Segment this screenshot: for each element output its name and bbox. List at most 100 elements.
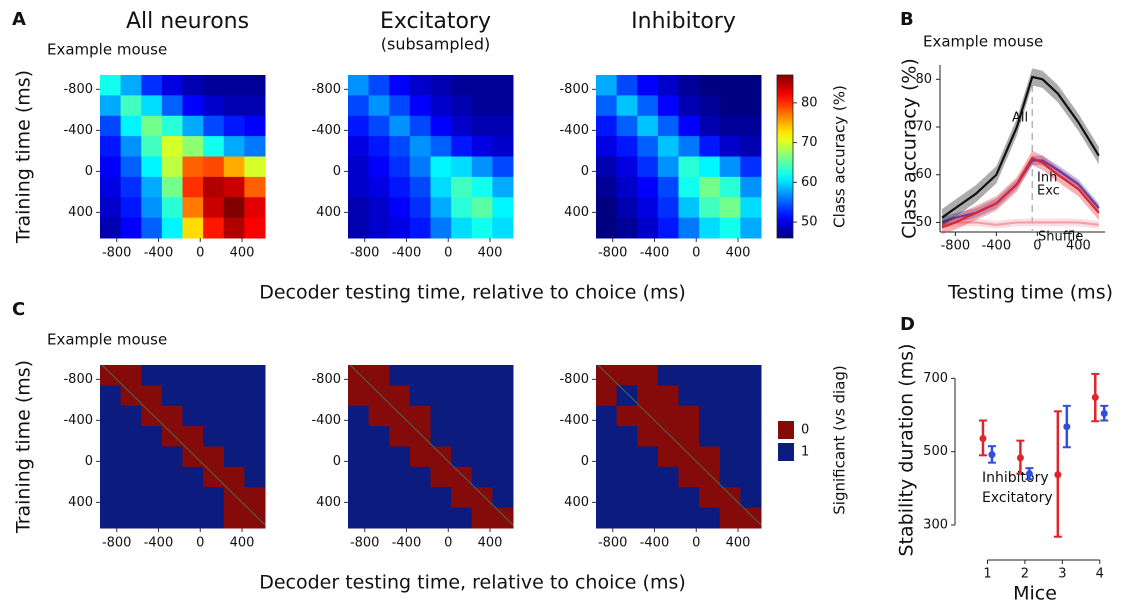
heatmap-cell (368, 176, 390, 198)
heatmap-cell (223, 176, 245, 198)
heatmap-cell (596, 487, 618, 509)
heatmap-cell (161, 75, 183, 96)
heatmap-cell (637, 466, 659, 488)
heatmap-cell (430, 176, 452, 198)
heatmap-cell (182, 365, 204, 386)
y-tick-label: 400 (564, 205, 589, 220)
heatmap-cell (141, 487, 163, 509)
y-tick-label: -400 (559, 413, 589, 428)
heatmap-cell (657, 156, 679, 178)
diagonal-line (349, 364, 514, 526)
heatmap-cell (616, 75, 638, 96)
heatmap-cell (161, 426, 183, 447)
heatmap-cell (348, 217, 370, 239)
heatmap-cell (740, 466, 762, 488)
heatmap-cell (596, 197, 618, 219)
series-label: Inh (1037, 171, 1057, 186)
heatmap-cell (492, 176, 514, 198)
heatmap-cell (409, 446, 431, 468)
heatmap-cell (616, 115, 638, 137)
heatmap-cell (678, 507, 700, 529)
heatmap-cell (244, 95, 266, 117)
heatmap-cell (409, 466, 431, 488)
heatmap-cell (451, 466, 473, 488)
heatmap-cell (719, 176, 741, 198)
heatmap-cell (100, 217, 122, 239)
panel-title: Excitatory (380, 9, 491, 34)
y-tick-label: -400 (311, 413, 341, 428)
heatmap-cell (368, 115, 390, 137)
heatmap-cell (120, 385, 142, 407)
point (1091, 393, 1099, 401)
heatmap-cell (348, 446, 370, 468)
heatmap-cell (596, 446, 618, 468)
y-tick-label: 400 (316, 495, 341, 510)
x-tick-label: 0 (444, 246, 452, 261)
heatmap-cell (203, 197, 225, 219)
y-tick-label: 0 (333, 454, 341, 469)
heatmap-cell (740, 197, 762, 219)
point (988, 451, 996, 459)
heatmap-cell (471, 156, 493, 178)
heatmap-cell (389, 176, 411, 198)
heatmap-cell (120, 75, 142, 96)
heatmap-cell (637, 487, 659, 509)
y-tick-label: -800 (63, 372, 93, 387)
heatmap-cell (141, 136, 163, 157)
heatmap-cell (492, 426, 514, 447)
heatmap-cell (678, 75, 700, 96)
heatmap-cell (244, 197, 266, 219)
heatmap-cell (657, 197, 679, 219)
panel-title: All neurons (126, 9, 249, 34)
heatmap-cell (616, 197, 638, 219)
heatmap-cell (409, 176, 431, 198)
y-tick-label: -400 (559, 123, 589, 138)
heatmap-cell (389, 426, 411, 447)
heatmap-cell (637, 365, 659, 386)
heatmap-cell (182, 405, 204, 427)
annotation: Example mouse (47, 41, 167, 59)
heatmap-cell (678, 115, 700, 137)
heatmap-cell (616, 446, 638, 468)
diagonal-line (101, 364, 266, 526)
heatmap-cell (161, 176, 183, 198)
heatmap-cell (368, 197, 390, 219)
heatmap-cell (596, 176, 618, 198)
y-axis-label: Training time (ms) (13, 70, 35, 244)
heatmap-cell (719, 75, 741, 96)
heatmap-cell (203, 385, 225, 407)
heatmap-cell (409, 217, 431, 239)
heatmap-cell (368, 466, 390, 488)
point (1054, 471, 1062, 479)
heatmap-cell (699, 487, 721, 509)
heatmap-cell (699, 176, 721, 198)
heatmap-cell (430, 426, 452, 447)
y-tick-label: 400 (68, 205, 93, 220)
heatmap-cell (492, 365, 514, 386)
heatmap-cell (161, 197, 183, 219)
heatmap-cell (368, 487, 390, 509)
heatmap-cell (471, 385, 493, 407)
heatmap-cell (182, 95, 204, 117)
heatmap-cell (161, 446, 183, 468)
x-tick-label: 400 (1066, 239, 1091, 254)
heatmap-cell (182, 75, 204, 96)
heatmap-cell (120, 115, 142, 137)
heatmap-cell (657, 405, 679, 427)
heatmap-cell (120, 426, 142, 447)
heatmap-cell (141, 405, 163, 427)
heatmap-cell (244, 466, 266, 488)
heatmap-cell (678, 466, 700, 488)
heatmap-cell (120, 197, 142, 219)
heatmap-cell (492, 405, 514, 427)
heatmap-cell (100, 75, 122, 96)
heatmap-cell (120, 217, 142, 239)
heatmap-cell (657, 217, 679, 239)
heatmap-cell (244, 385, 266, 407)
heatmap-cell (141, 75, 163, 96)
x-tick-label: 0 (1033, 239, 1041, 254)
heatmap-cell (719, 197, 741, 219)
heatmap-cell (348, 405, 370, 427)
heatmap-cell (596, 115, 618, 137)
